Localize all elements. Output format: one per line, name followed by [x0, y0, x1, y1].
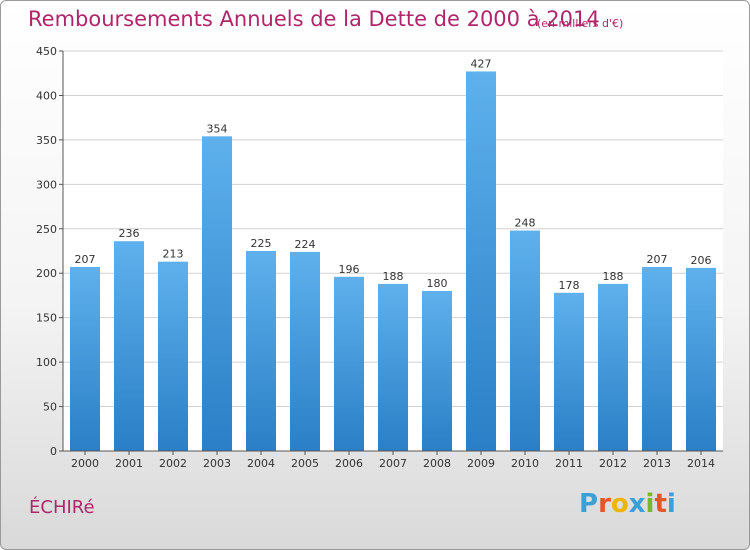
x-tick-label: 2005 [291, 457, 319, 470]
x-tick-label: 2011 [555, 457, 583, 470]
bar-2004 [246, 251, 276, 451]
bar-2009 [466, 71, 496, 451]
logo-letter: i [666, 489, 676, 519]
x-tick-label: 2006 [335, 457, 363, 470]
y-tick-label: 400 [36, 89, 57, 102]
bar-2000 [70, 267, 100, 451]
y-tick-label: 150 [36, 312, 57, 325]
logo-letter: x [628, 489, 646, 519]
x-tick-label: 2014 [687, 457, 715, 470]
x-tick-label: 2013 [643, 457, 671, 470]
y-tick-label: 0 [50, 445, 57, 458]
y-tick-label: 300 [36, 178, 57, 191]
bar-2001 [114, 241, 144, 451]
y-tick-label: 450 [36, 45, 57, 58]
bar-2007 [378, 283, 408, 451]
bar-2014 [686, 267, 716, 451]
logo-letter: r [598, 489, 611, 519]
bar-2005 [290, 251, 320, 451]
x-tick-label: 2007 [379, 457, 407, 470]
logo-letter: i [645, 489, 655, 519]
value-label: 427 [471, 57, 492, 70]
logo-letter: P [579, 489, 599, 519]
value-label: 188 [603, 270, 624, 283]
x-tick-label: 2004 [247, 457, 275, 470]
value-label: 207 [75, 253, 96, 266]
x-tick-label: 2012 [599, 457, 627, 470]
bar-2012 [598, 283, 628, 451]
value-label: 207 [647, 253, 668, 266]
value-label: 188 [383, 270, 404, 283]
proxiti-logo: Proxiti [579, 489, 676, 519]
city-name: ÉCHIRé [29, 497, 95, 518]
value-label: 224 [295, 238, 316, 251]
value-label: 178 [559, 279, 580, 292]
logo-letter: o [610, 489, 629, 519]
value-label: 196 [339, 263, 360, 276]
y-tick-label: 200 [36, 267, 57, 280]
chart-unit: (en milliers d'€) [537, 17, 624, 30]
y-tick-label: 50 [43, 401, 57, 414]
x-tick-label: 2001 [115, 457, 143, 470]
y-axis: 0 50 100 150 200 250 300 350 400 450 [36, 45, 64, 458]
value-label: 248 [515, 217, 536, 230]
value-label: 213 [163, 248, 184, 261]
value-label: 225 [251, 237, 272, 250]
bar-2011 [554, 292, 584, 451]
y-tick-label: 100 [36, 356, 57, 369]
x-tick-label: 2010 [511, 457, 539, 470]
bar-2003 [202, 136, 232, 452]
bar-2010 [510, 230, 540, 451]
y-tick-label: 350 [36, 134, 57, 147]
bar-2008 [422, 291, 452, 451]
logo-letter: t [654, 489, 667, 519]
x-tick-label: 2008 [423, 457, 451, 470]
value-label: 236 [119, 227, 140, 240]
x-tick-label: 2000 [71, 457, 99, 470]
value-labels: 207 236 213 354 225 224 196 188 180 427 248 178 188 2… [75, 57, 712, 291]
x-tick-label: 2002 [159, 457, 187, 470]
x-tick-label: 2003 [203, 457, 231, 470]
y-tick-label: 250 [36, 223, 57, 236]
value-label: 180 [427, 277, 448, 290]
x-tick-label: 2009 [467, 457, 495, 470]
value-label: 354 [207, 122, 228, 135]
bar-2002 [158, 261, 188, 451]
x-axis: 2000 2001 2002 2003 2004 2005 2006 2007 2008 2009… [63, 450, 723, 470]
chart-title: Remboursements Annuels de la Dette de 20… [28, 7, 600, 31]
value-label: 206 [691, 254, 712, 267]
bar-2013 [642, 267, 672, 451]
bars [70, 71, 716, 452]
bar-2006 [334, 276, 364, 451]
